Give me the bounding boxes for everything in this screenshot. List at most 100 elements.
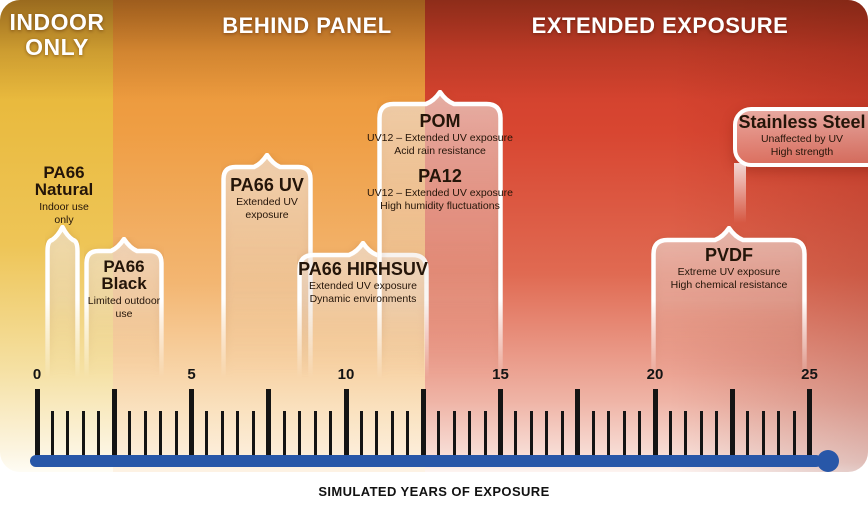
- axis-major-tick: [266, 389, 272, 457]
- axis-minor-tick: [622, 411, 626, 457]
- material-desc: UV12 – Extended UV exposure High humidit…: [367, 186, 513, 213]
- bar-outline: [377, 90, 503, 385]
- axis-tick-label: 5: [187, 366, 196, 383]
- material-desc: Extended UV exposure: [236, 196, 298, 222]
- axis-minor-tick: [777, 411, 781, 457]
- bar-stainless-steel: [733, 107, 868, 223]
- axis-minor-tick: [529, 411, 533, 457]
- axis-minor-tick: [715, 411, 719, 457]
- axis-minor-tick: [313, 411, 317, 457]
- axis-minor-tick: [236, 411, 240, 457]
- axis-major-tick: [420, 389, 426, 457]
- axis-tick-label: 10: [337, 366, 355, 383]
- axis-tick-label: 20: [646, 366, 664, 383]
- label-pa66-uv: PA66 UV Extended UV exposure: [221, 176, 313, 223]
- axis-tick-label: 0: [32, 366, 42, 383]
- axis-minor-tick: [483, 411, 487, 457]
- material-desc: Limited outdoor use: [87, 294, 161, 320]
- label-pa66-natural: PA66 Natural Indoor use only: [12, 164, 116, 227]
- axis-tick-label: 25: [801, 366, 818, 383]
- axis-minor-tick: [128, 411, 132, 457]
- top-shade-overlay: [0, 0, 868, 110]
- axis-minor-tick: [390, 411, 394, 457]
- material-name: POM: [419, 111, 461, 131]
- axis-minor-tick: [792, 411, 796, 457]
- axis-minor-tick: [375, 411, 379, 457]
- axis-ruler: 0 5 10 15 20 25: [32, 366, 818, 457]
- axis-tick-label: 15: [492, 366, 509, 383]
- label-pom-pa12: POM UV12 – Extended UV exposure Acid rai…: [360, 112, 520, 213]
- axis-minor-tick: [638, 411, 642, 457]
- axis-minor-tick: [205, 411, 209, 457]
- axis-major-tick: [575, 389, 581, 457]
- label-pa66-hirhsuv: PA66 HIRHSUV Extended UV exposure Dynami…: [291, 260, 435, 307]
- bar-outline: [651, 226, 807, 385]
- material-desc: Extreme UV exposure High chemical resist…: [670, 266, 788, 292]
- label-stainless-steel: Stainless Steel Unaffected by UV High st…: [738, 113, 866, 160]
- axis-minor-tick: [359, 411, 363, 457]
- axis-minor-tick: [251, 411, 255, 457]
- material-name: PA66 HIRHSUV: [298, 259, 428, 279]
- material-name: PA66 UV: [230, 175, 304, 195]
- axis-minor-tick: [220, 411, 224, 457]
- axis-minor-tick: [545, 411, 549, 457]
- material-desc: Extended UV exposure Dynamic environment…: [309, 280, 417, 306]
- uv-exposure-infographic: INDOOR ONLY BEHIND PANEL EXTENDED EXPOSU…: [0, 0, 868, 472]
- axis-minor-tick: [66, 411, 70, 457]
- axis-minor-tick: [514, 411, 518, 457]
- axis-major-tick: [343, 389, 349, 457]
- axis-minor-tick: [298, 411, 302, 457]
- material-name: PA66 Black: [101, 257, 147, 294]
- bar-pvdf: [651, 226, 807, 385]
- axis-minor-tick: [591, 411, 595, 457]
- axis-minor-tick: [468, 411, 472, 457]
- bar-pa66-uv: [221, 153, 313, 385]
- label-pa66-black: PA66 Black Limited outdoor use: [84, 258, 164, 321]
- bar-outline: [45, 225, 80, 385]
- zone-header-behind-panel: BEHIND PANEL: [222, 13, 392, 38]
- axis-major-tick: [498, 389, 503, 457]
- axis-minor-tick: [699, 411, 703, 457]
- material-desc: Indoor use only: [39, 200, 89, 226]
- axis-minor-tick: [560, 411, 564, 457]
- axis-major-tick: [34, 389, 40, 457]
- axis-minor-tick: [159, 411, 163, 457]
- bar-pom-pa12: [377, 90, 503, 385]
- axis-minor-tick: [81, 411, 85, 457]
- axis-minor-tick: [684, 411, 688, 457]
- material-desc: Unaffected by UV High strength: [760, 133, 844, 159]
- zone-header-indoor-only: INDOOR ONLY: [9, 9, 105, 60]
- axis-minor-tick: [452, 411, 456, 457]
- label-pvdf: PVDF Extreme UV exposure High chemical r…: [651, 246, 807, 293]
- axis-end-dot: [817, 450, 839, 472]
- zone-header-extended-exposure: EXTENDED EXPOSURE: [531, 13, 789, 38]
- bar-outline: [84, 237, 164, 385]
- axis-minor-tick: [50, 411, 54, 457]
- bar-pa66-black: [84, 237, 164, 385]
- axis-minor-tick: [668, 411, 672, 457]
- axis-minor-tick: [437, 411, 441, 457]
- axis-minor-tick: [607, 411, 611, 457]
- axis-minor-tick: [761, 411, 765, 457]
- material-name: PVDF: [704, 245, 753, 265]
- axis-major-tick: [652, 389, 658, 457]
- axis-minor-tick: [329, 411, 333, 457]
- axis-minor-tick: [406, 411, 410, 457]
- axis-baseline: [30, 455, 822, 467]
- axis-major-tick: [111, 389, 117, 457]
- bar-outline: [221, 153, 313, 385]
- axis-minor-tick: [143, 411, 147, 457]
- axis-minor-tick: [97, 411, 101, 457]
- axis-major-tick: [807, 389, 812, 457]
- bar-pa66-natural: [45, 225, 80, 385]
- axis-caption: SIMULATED YEARS OF EXPOSURE: [318, 484, 550, 499]
- axis-major-tick: [189, 389, 194, 457]
- material-name: Stainless Steel: [738, 112, 866, 132]
- axis-minor-tick: [282, 411, 286, 457]
- material-desc: UV12 – Extended UV exposure Acid rain re…: [367, 132, 513, 158]
- material-name: PA66 Natural: [34, 163, 94, 200]
- axis-minor-tick: [174, 411, 178, 457]
- axis-minor-tick: [746, 411, 750, 457]
- axis-major-tick: [729, 389, 735, 457]
- material-name: PA12: [418, 165, 462, 186]
